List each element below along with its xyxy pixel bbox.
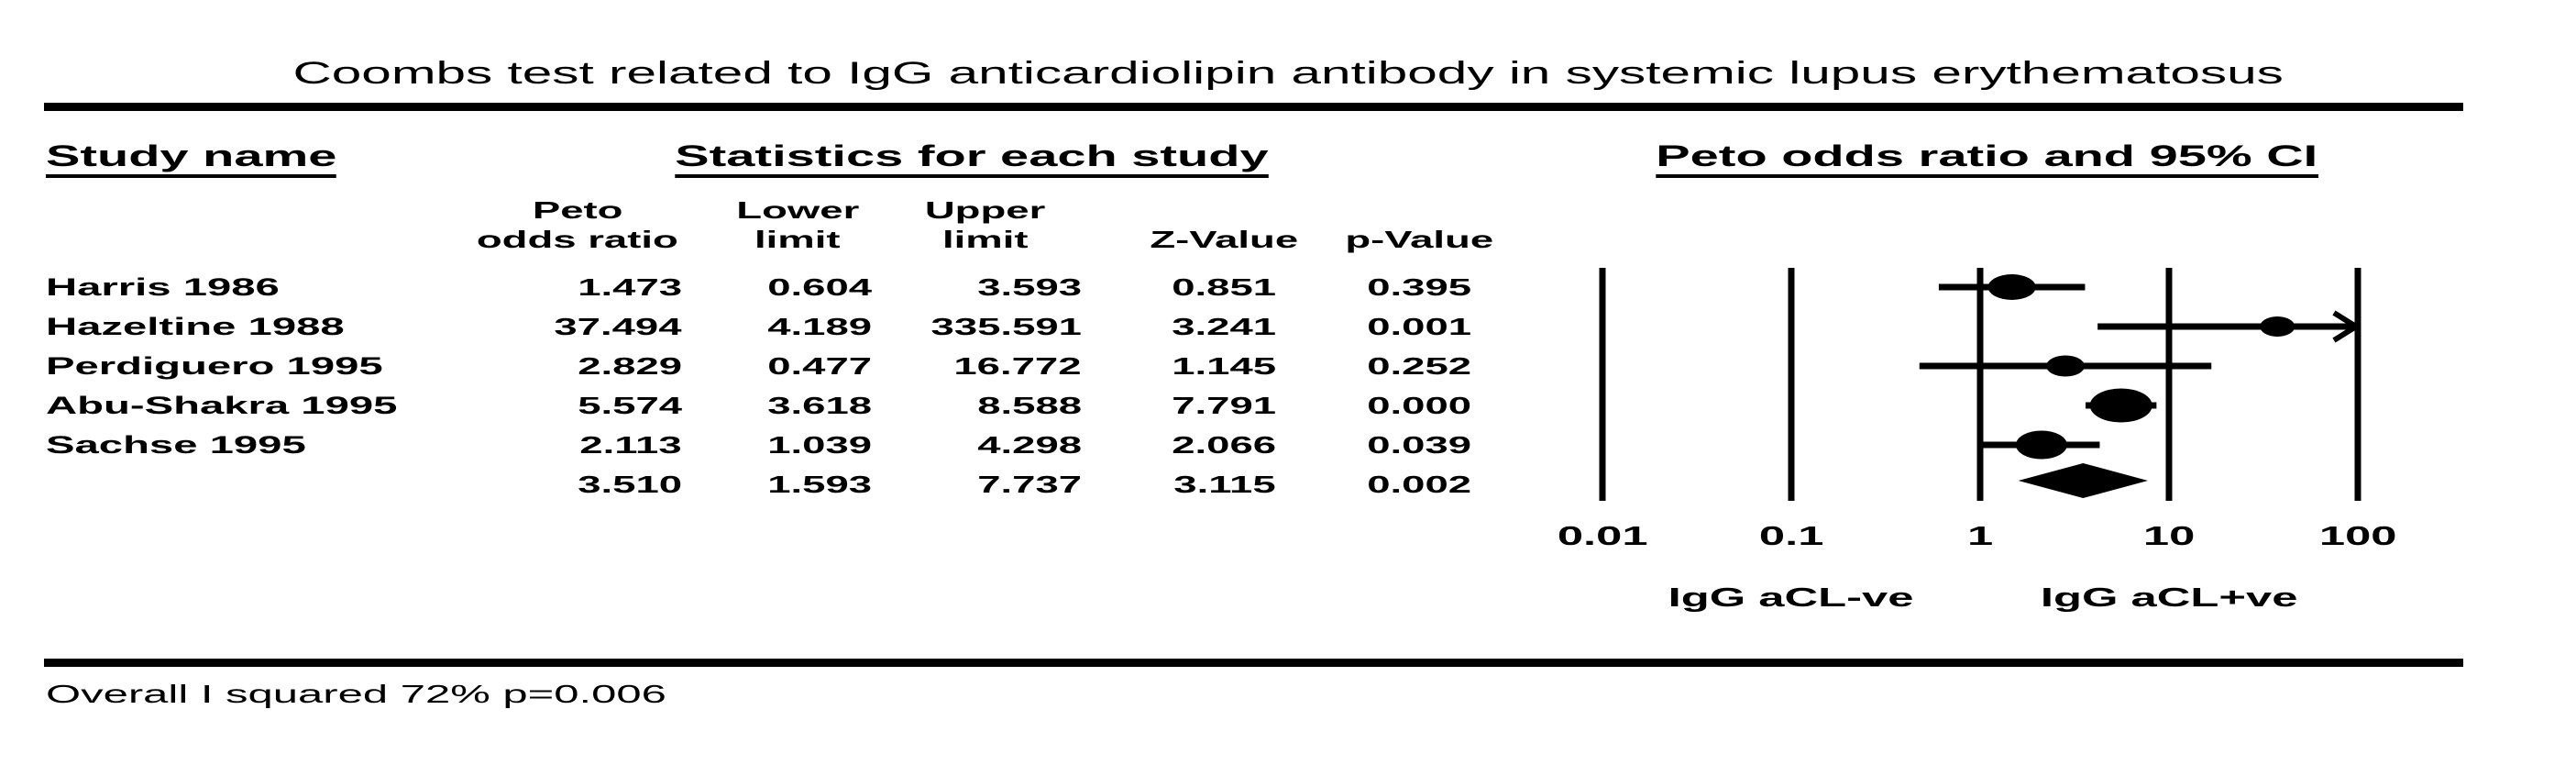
stat-value-p: 0.039: [1367, 431, 1471, 459]
overall-diamond: [2018, 463, 2149, 498]
stat-value-upper: 16.772: [953, 352, 1082, 380]
statistics-group-header: Statistics for each study: [605, 139, 1338, 178]
stat-value-peto: 2.829: [578, 352, 682, 380]
axis-tick-label: 0.1: [1758, 522, 1824, 551]
figure-title: Coombs test related to IgG anticardiolip…: [0, 55, 2576, 92]
stat-value-p: 0.001: [1367, 313, 1471, 340]
stat-value-p: 0.252: [1367, 352, 1471, 380]
study-name: Hazeltine 1988: [46, 313, 345, 340]
study-name: Abu-Shakra 1995: [46, 392, 398, 419]
stat-value-upper: 7.737: [977, 471, 1082, 498]
axis-tick-label: 10: [2142, 522, 2196, 551]
point-estimate-marker: [2046, 355, 2086, 377]
stat-value-z: 1.145: [1172, 352, 1276, 380]
point-estimate-marker: [2260, 316, 2295, 337]
stat-value-lower: 3.618: [767, 392, 872, 419]
stat-value-peto: 5.574: [578, 392, 682, 419]
point-estimate-marker: [1987, 274, 2036, 300]
study-name-header: Study name: [46, 139, 337, 178]
stat-value-z: 7.791: [1172, 392, 1276, 419]
stat-value-upper: 4.298: [977, 431, 1082, 459]
study-name: Sachse 1995: [46, 431, 306, 459]
stat-value-peto: 37.494: [554, 313, 682, 340]
study-name: Perdiguero 1995: [46, 352, 383, 380]
axis-right-direction-label: IgG aCL+ve: [2040, 583, 2298, 613]
column-header: Upper limit: [925, 196, 1046, 253]
stat-value-z: 3.241: [1172, 313, 1276, 340]
stat-value-z: 3.115: [1173, 471, 1276, 498]
top-rule: [44, 103, 2463, 111]
axis-tick-label: 100: [2318, 522, 2397, 551]
stat-value-z: 0.851: [1172, 273, 1276, 301]
column-header: Lower limit: [735, 196, 859, 253]
point-estimate-marker: [2089, 388, 2152, 423]
heterogeneity-note: Overall I squared 72% p=0.006: [46, 680, 666, 708]
point-estimate-marker: [2015, 430, 2067, 460]
column-header: p-Value: [1345, 226, 1493, 253]
axis-tick-label: 1: [1966, 522, 1994, 551]
column-header: Peto odds ratio: [477, 196, 678, 253]
stat-value-upper: 335.591: [930, 313, 1082, 340]
stat-value-upper: 3.593: [977, 273, 1082, 301]
stat-value-peto: 2.113: [579, 431, 682, 459]
column-header: Z-Value: [1150, 226, 1298, 253]
stat-value-lower: 1.593: [767, 471, 872, 498]
stat-value-peto: 1.473: [578, 273, 682, 301]
stat-value-p: 0.000: [1367, 392, 1471, 419]
stat-value-lower: 0.477: [767, 352, 872, 380]
plot-group-header: Peto odds ratio and 95% CI: [1620, 139, 2353, 178]
stat-value-p: 0.395: [1367, 273, 1471, 301]
stat-value-peto: 3.510: [578, 471, 682, 498]
stat-value-lower: 4.189: [767, 313, 872, 340]
figure-title-text: Coombs test related to IgG anticardiolip…: [292, 56, 2284, 91]
stat-value-lower: 0.604: [767, 273, 872, 301]
stat-value-p: 0.002: [1367, 471, 1471, 498]
stat-value-upper: 8.588: [977, 392, 1082, 419]
bottom-rule: [44, 659, 2463, 667]
stat-value-lower: 1.039: [767, 431, 872, 459]
study-name: Harris 1986: [46, 273, 280, 301]
ci-arrowhead: [2332, 310, 2361, 343]
stat-value-z: 2.066: [1172, 431, 1276, 459]
axis-tick-label: 0.01: [1557, 522, 1648, 551]
axis-left-direction-label: IgG aCL-ve: [1668, 583, 1914, 613]
